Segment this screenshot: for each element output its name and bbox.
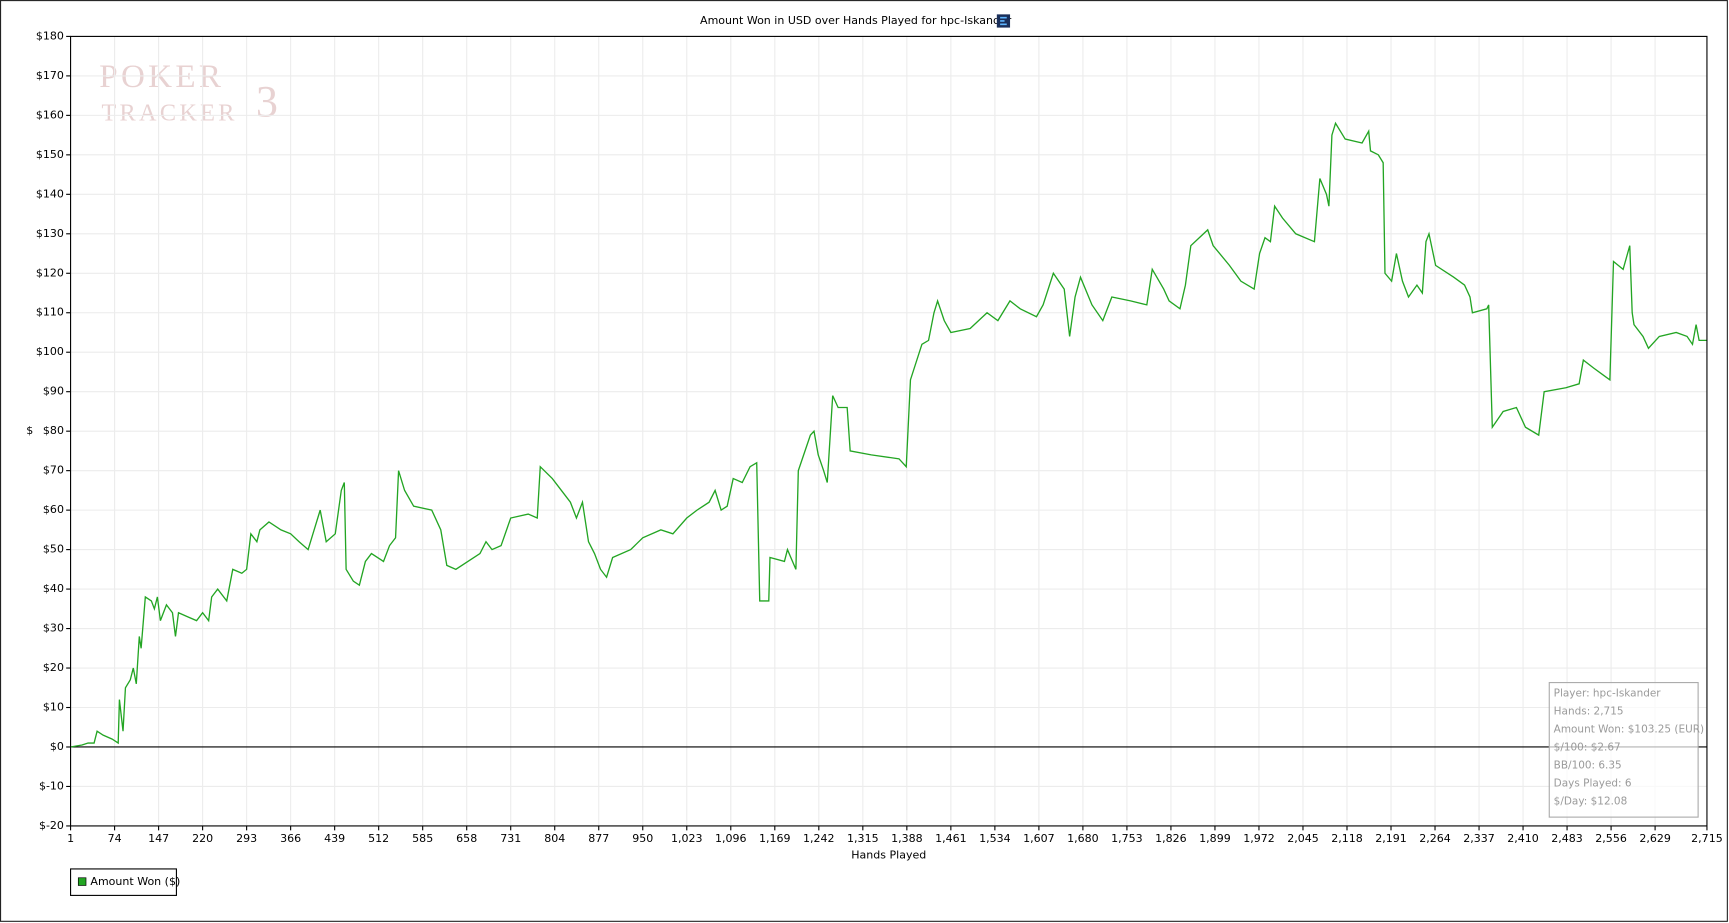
- y-tick-label: $90: [43, 385, 64, 398]
- legend-swatch: [77, 877, 87, 886]
- watermark: 3: [256, 77, 281, 126]
- x-tick-label: 2,410: [1507, 832, 1539, 845]
- x-tick-label: 2,118: [1331, 832, 1363, 845]
- watermark: TRACKER: [101, 99, 237, 126]
- x-tick-label: 1,388: [891, 832, 923, 845]
- x-axis-label: Hands Played: [851, 849, 926, 862]
- x-tick-label: 1,096: [715, 832, 747, 845]
- x-tick-label: 585: [412, 832, 433, 845]
- x-tick-label: 1,826: [1155, 832, 1187, 845]
- x-tick-label: 439: [324, 832, 345, 845]
- title-icon: [996, 14, 1011, 28]
- x-tick-label: 1,680: [1067, 832, 1099, 845]
- x-tick-label: 2,191: [1375, 832, 1407, 845]
- y-tick-label: $170: [36, 69, 64, 82]
- x-tick-label: 2,264: [1419, 832, 1451, 845]
- x-tick-label: 1,242: [803, 832, 835, 845]
- x-tick-label: 1,607: [1023, 832, 1055, 845]
- plot: [70, 121, 1707, 748]
- x-tick-label: 2,556: [1595, 832, 1627, 845]
- x-tick-label: 2,629: [1639, 832, 1671, 845]
- watermark: POKER: [99, 59, 224, 95]
- x-tick-label: 1: [67, 832, 74, 845]
- data-line: [70, 121, 1707, 748]
- x-tick-label: 366: [280, 832, 301, 845]
- y-tick-label: $100: [36, 345, 64, 358]
- y-tick-label: $130: [36, 227, 64, 240]
- y-tick-label: $40: [43, 582, 64, 595]
- x-tick-label: 2,045: [1287, 832, 1319, 845]
- y-tick-label: $-10: [39, 779, 64, 792]
- x-tick-label: 1,534: [979, 832, 1011, 845]
- y-tick-label: $180: [36, 29, 64, 42]
- x-tick-label: 147: [148, 832, 169, 845]
- x-tick-label: 2,337: [1463, 832, 1495, 845]
- x-tick-label: 1,899: [1199, 832, 1231, 845]
- x-tick-label: 950: [632, 832, 653, 845]
- y-tick-label: $60: [43, 503, 64, 516]
- y-tick-label: $0: [50, 740, 64, 753]
- x-tick-label: 293: [236, 832, 257, 845]
- stat-line: Hands: 2,715: [1554, 706, 1624, 718]
- y-tick-label: $30: [43, 622, 64, 635]
- stat-line: $/100: $2.67: [1554, 742, 1621, 754]
- x-tick-label: 1,315: [847, 832, 879, 845]
- stat-line: Days Played: 6: [1554, 777, 1632, 789]
- y-tick-label: $160: [36, 108, 64, 121]
- y-tick-label: $10: [43, 701, 64, 714]
- x-tick-label: 220: [192, 832, 213, 845]
- y-tick-label: $-20: [39, 819, 64, 832]
- y-tick-label: $140: [36, 187, 64, 200]
- x-tick-label: 74: [108, 832, 122, 845]
- y-tick-label: $50: [43, 543, 64, 556]
- y-tick-label: $20: [43, 661, 64, 674]
- x-tick-label: 1,753: [1111, 832, 1143, 845]
- stat-line: $/Day: $12.08: [1554, 795, 1628, 807]
- x-tick-label: 1,972: [1243, 832, 1275, 845]
- y-tick-label: $80: [43, 424, 64, 437]
- x-tick-label: 1,461: [935, 832, 967, 845]
- x-tick-label: 877: [588, 832, 609, 845]
- y-tick-label: $110: [36, 306, 64, 319]
- x-tick-label: 1,169: [759, 832, 791, 845]
- plot-border: [70, 35, 1708, 827]
- stat-line: BB/100: 6.35: [1554, 760, 1622, 772]
- x-tick-label: 731: [500, 832, 521, 845]
- x-tick-label: 2,483: [1551, 832, 1583, 845]
- stats-box: Player: hpc-Iskander Hands: 2,715 Amount W…: [1548, 682, 1704, 818]
- x-tick-label: 1,023: [671, 832, 703, 845]
- stat-line: Player: hpc-Iskander: [1554, 688, 1662, 700]
- x-tick-label: 658: [456, 832, 477, 845]
- legend-label: Amount Won ($): [90, 875, 180, 888]
- chart-title: Amount Won in USD over Hands Played for …: [700, 14, 1012, 27]
- y-tick-label: $120: [36, 266, 64, 279]
- x-tick-label: 804: [544, 832, 565, 845]
- y-tick-label: $150: [36, 148, 64, 161]
- x-tick-label: 512: [368, 832, 389, 845]
- x-tick-label: 2,715: [1691, 832, 1723, 845]
- legend: Amount Won ($): [70, 868, 180, 896]
- stat-line: Amount Won: $103.25 (EUR): [1554, 724, 1704, 736]
- y-tick-label: $70: [43, 464, 64, 477]
- y-axis-label: $: [26, 424, 33, 437]
